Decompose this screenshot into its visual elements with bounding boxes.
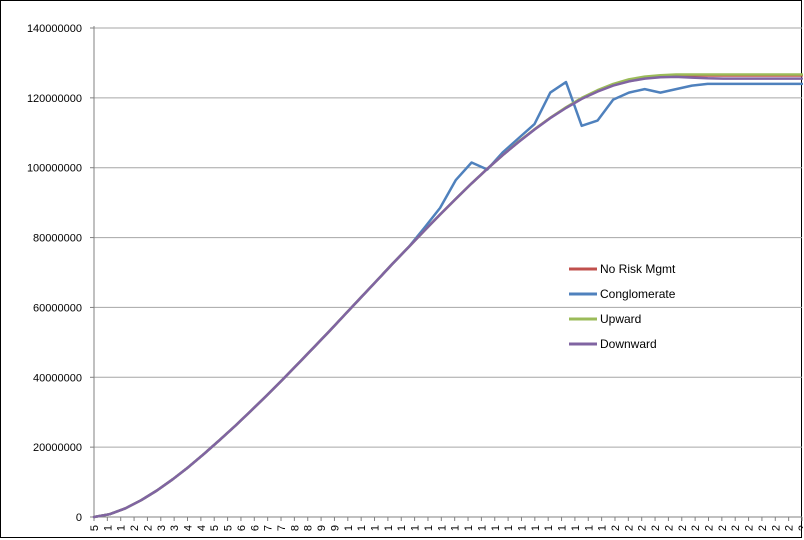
- x-tick-label: 4: [196, 525, 208, 531]
- x-tick-label: 2: [129, 525, 141, 531]
- x-tick-label: 2: [744, 525, 756, 531]
- x-tick-label: 2: [637, 525, 649, 531]
- x-tick-label: 8: [289, 525, 301, 531]
- x-tick-label: 1: [436, 525, 448, 531]
- axes: [90, 26, 803, 521]
- x-tick-label: 2: [677, 525, 689, 531]
- x-tick-label: 1: [530, 525, 542, 531]
- x-tick-label: 1: [597, 525, 609, 531]
- x-tick-label: 2: [623, 525, 635, 531]
- x-tick-label: 5: [89, 525, 101, 531]
- x-tick-label: 2: [784, 525, 796, 531]
- x-tick-label: 1: [557, 525, 569, 531]
- x-tick-label: 1: [102, 525, 114, 531]
- x-tick-label: 1: [370, 525, 382, 531]
- x-tick-label: 7: [276, 525, 288, 531]
- x-tick-label: 2: [142, 525, 154, 531]
- legend-label-conglomerate: Conglomerate: [600, 287, 676, 301]
- x-tick-label: 2: [663, 525, 675, 531]
- x-tick-label: 8: [303, 525, 315, 531]
- x-tick-label: 1: [383, 525, 395, 531]
- x-tick-label: 3: [169, 525, 181, 531]
- x-tick-label: 4: [183, 525, 195, 531]
- x-tick-label: 1: [423, 525, 435, 531]
- x-tick-label: 2: [717, 525, 729, 531]
- x-tick-label: 1: [543, 525, 555, 531]
- legend-label-upward: Upward: [600, 312, 641, 326]
- y-tick-label: 20000000: [33, 442, 82, 454]
- x-tick-label: 1: [503, 525, 515, 531]
- x-tick-label: 1: [396, 525, 408, 531]
- x-tick-label: 2: [770, 525, 782, 531]
- x-tick-label: 1: [583, 525, 595, 531]
- y-tick-label: 140000000: [27, 23, 82, 35]
- gridlines: [94, 27, 802, 448]
- x-tick-label: 1: [410, 525, 422, 531]
- x-tick-label: 1: [490, 525, 502, 531]
- x-tick-label: 3: [156, 525, 168, 531]
- x-tick-label: 7: [263, 525, 275, 531]
- x-tick-label: 1: [450, 525, 462, 531]
- y-tick-labels: 0 20000000 40000000 60000000 80000000 1000000…: [27, 23, 82, 524]
- x-tick-label: 5: [223, 525, 235, 531]
- x-tick-label: 1: [516, 525, 528, 531]
- x-tick-label: 2: [730, 525, 742, 531]
- x-tick-label: 1: [463, 525, 475, 531]
- legend-label-no-risk-mgmt: No Risk Mgmt: [600, 262, 676, 276]
- x-tick-label: 1: [570, 525, 582, 531]
- y-tick-label: 0: [76, 512, 82, 524]
- x-tick-label: 2: [797, 525, 803, 531]
- series-line-upward: [92, 73, 803, 519]
- series-line-downward: [92, 75, 803, 519]
- x-tick-label: 1: [343, 525, 355, 531]
- y-tick-label: 120000000: [27, 93, 82, 105]
- y-tick-label: 80000000: [33, 233, 82, 245]
- x-tick-label: 1: [356, 525, 368, 531]
- series-line-conglomerate: [92, 80, 803, 519]
- series-lines: [92, 73, 803, 519]
- x-tick-label: 2: [650, 525, 662, 531]
- y-tick-label: 40000000: [33, 372, 82, 384]
- x-tick-label: 1: [116, 525, 128, 531]
- x-tick-label: 2: [690, 525, 702, 531]
- y-tick-label: 100000000: [27, 163, 82, 175]
- x-tick-label: 6: [236, 525, 248, 531]
- x-tick-label: 2: [757, 525, 769, 531]
- x-tick-label: 5: [209, 525, 221, 531]
- x-tick-label: 2: [610, 525, 622, 531]
- x-tick-label: 9: [329, 525, 341, 531]
- legend: No Risk Mgmt Conglomerate Upward Downward: [569, 262, 676, 351]
- x-tick-label: 6: [249, 525, 261, 531]
- y-tick-label: 60000000: [33, 302, 82, 314]
- legend-label-downward: Downward: [600, 337, 657, 351]
- x-tick-label: 1: [476, 525, 488, 531]
- series-line-no-risk-mgmt: [92, 74, 803, 519]
- x-tick-label: 2: [703, 525, 715, 531]
- x-tick-label: 9: [316, 525, 328, 531]
